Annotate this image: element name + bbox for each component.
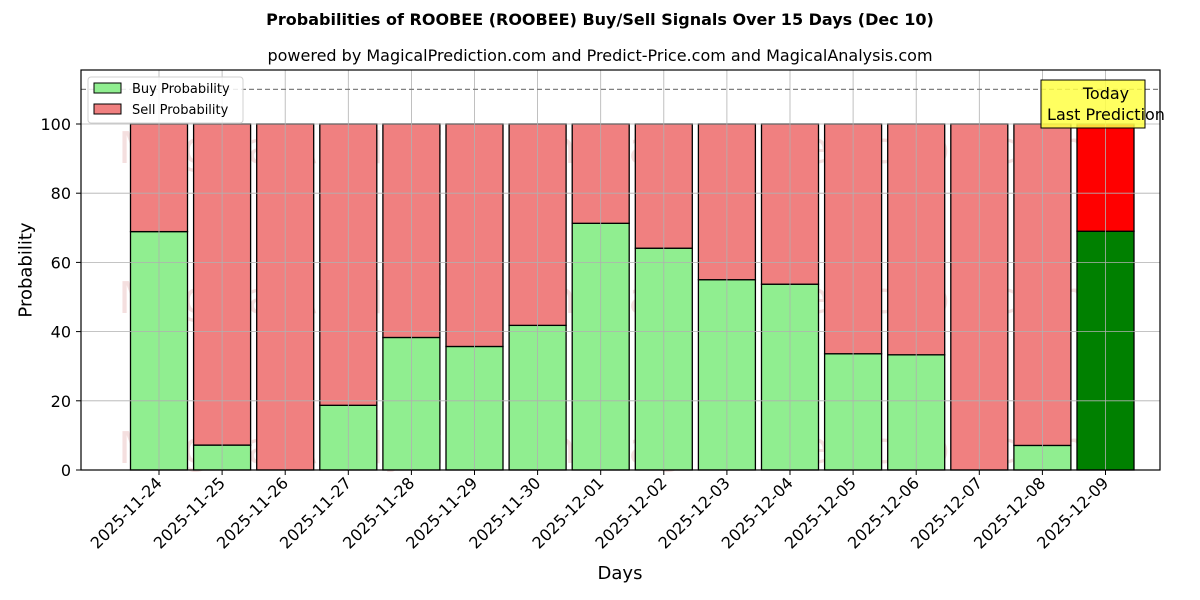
plot-frame xyxy=(80,69,1161,471)
annotation-line1: Today xyxy=(1082,84,1129,103)
legend-swatch xyxy=(93,103,122,115)
legend-swatch xyxy=(93,82,122,94)
y-tick-label: 60 xyxy=(51,253,71,272)
legend: Buy Probability Sell Probability xyxy=(87,76,244,124)
grid-lines xyxy=(81,70,1160,470)
y-tick-label: 80 xyxy=(51,184,71,203)
legend-label: Sell Probability xyxy=(132,103,229,118)
legend-label: Buy Probability xyxy=(132,82,230,97)
x-axis-label: Days xyxy=(597,563,643,584)
y-tick-label: 20 xyxy=(51,392,71,411)
chart-title: Probabilities of ROOBEE (ROOBEE) Buy/Sel… xyxy=(266,10,934,29)
y-tick-label: 40 xyxy=(51,323,71,342)
y-tick-label: 0 xyxy=(61,461,71,480)
today-annotation: Today Last Prediction xyxy=(1040,79,1165,129)
y-tick-label: 100 xyxy=(40,115,71,134)
annotation-line2: Last Prediction xyxy=(1047,105,1165,124)
chart-subtitle: powered by MagicalPrediction.com and Pre… xyxy=(267,46,933,65)
